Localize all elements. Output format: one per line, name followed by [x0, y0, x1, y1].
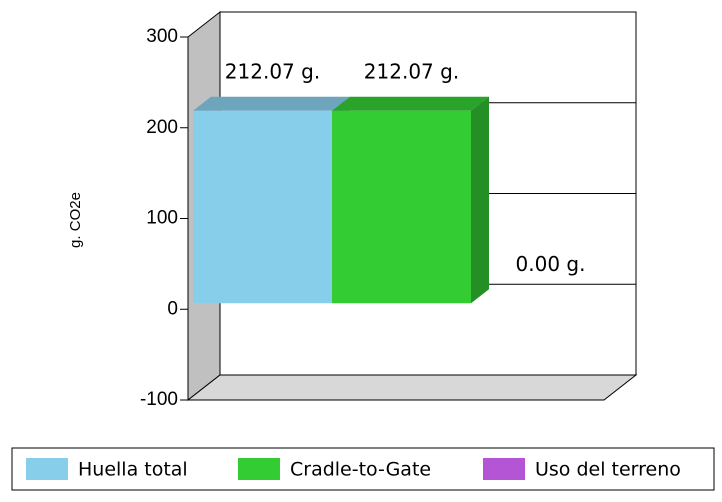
- bar: [332, 96, 489, 304]
- legend-label: Huella total: [78, 459, 188, 481]
- legend-label: Uso del terreno: [535, 459, 681, 481]
- legend-swatch: [483, 458, 525, 480]
- floor: [186, 374, 638, 401]
- y-tick-label: 200: [146, 117, 178, 138]
- y-tick-label: 100: [146, 208, 178, 229]
- legend-box: [11, 447, 715, 491]
- legend-swatch: [26, 458, 68, 480]
- legend-swatch: [238, 458, 280, 480]
- bar: [193, 96, 350, 304]
- bar-top: [332, 96, 489, 111]
- y-tick-label: -100: [140, 389, 178, 410]
- value-label: 212.07 g.: [364, 59, 459, 83]
- y-tick-label: 0: [167, 298, 178, 319]
- value-label: 212.07 g.: [225, 59, 320, 83]
- value-label: 0.00 g.: [516, 252, 586, 276]
- y-axis-label: g. CO2e: [67, 192, 84, 248]
- bar-front: [332, 110, 471, 304]
- bar-top: [193, 96, 350, 111]
- y-tick-label: 300: [146, 26, 178, 47]
- bar-side: [471, 96, 489, 304]
- legend-label: Cradle-to-Gate: [290, 459, 431, 481]
- bar-front: [193, 110, 332, 304]
